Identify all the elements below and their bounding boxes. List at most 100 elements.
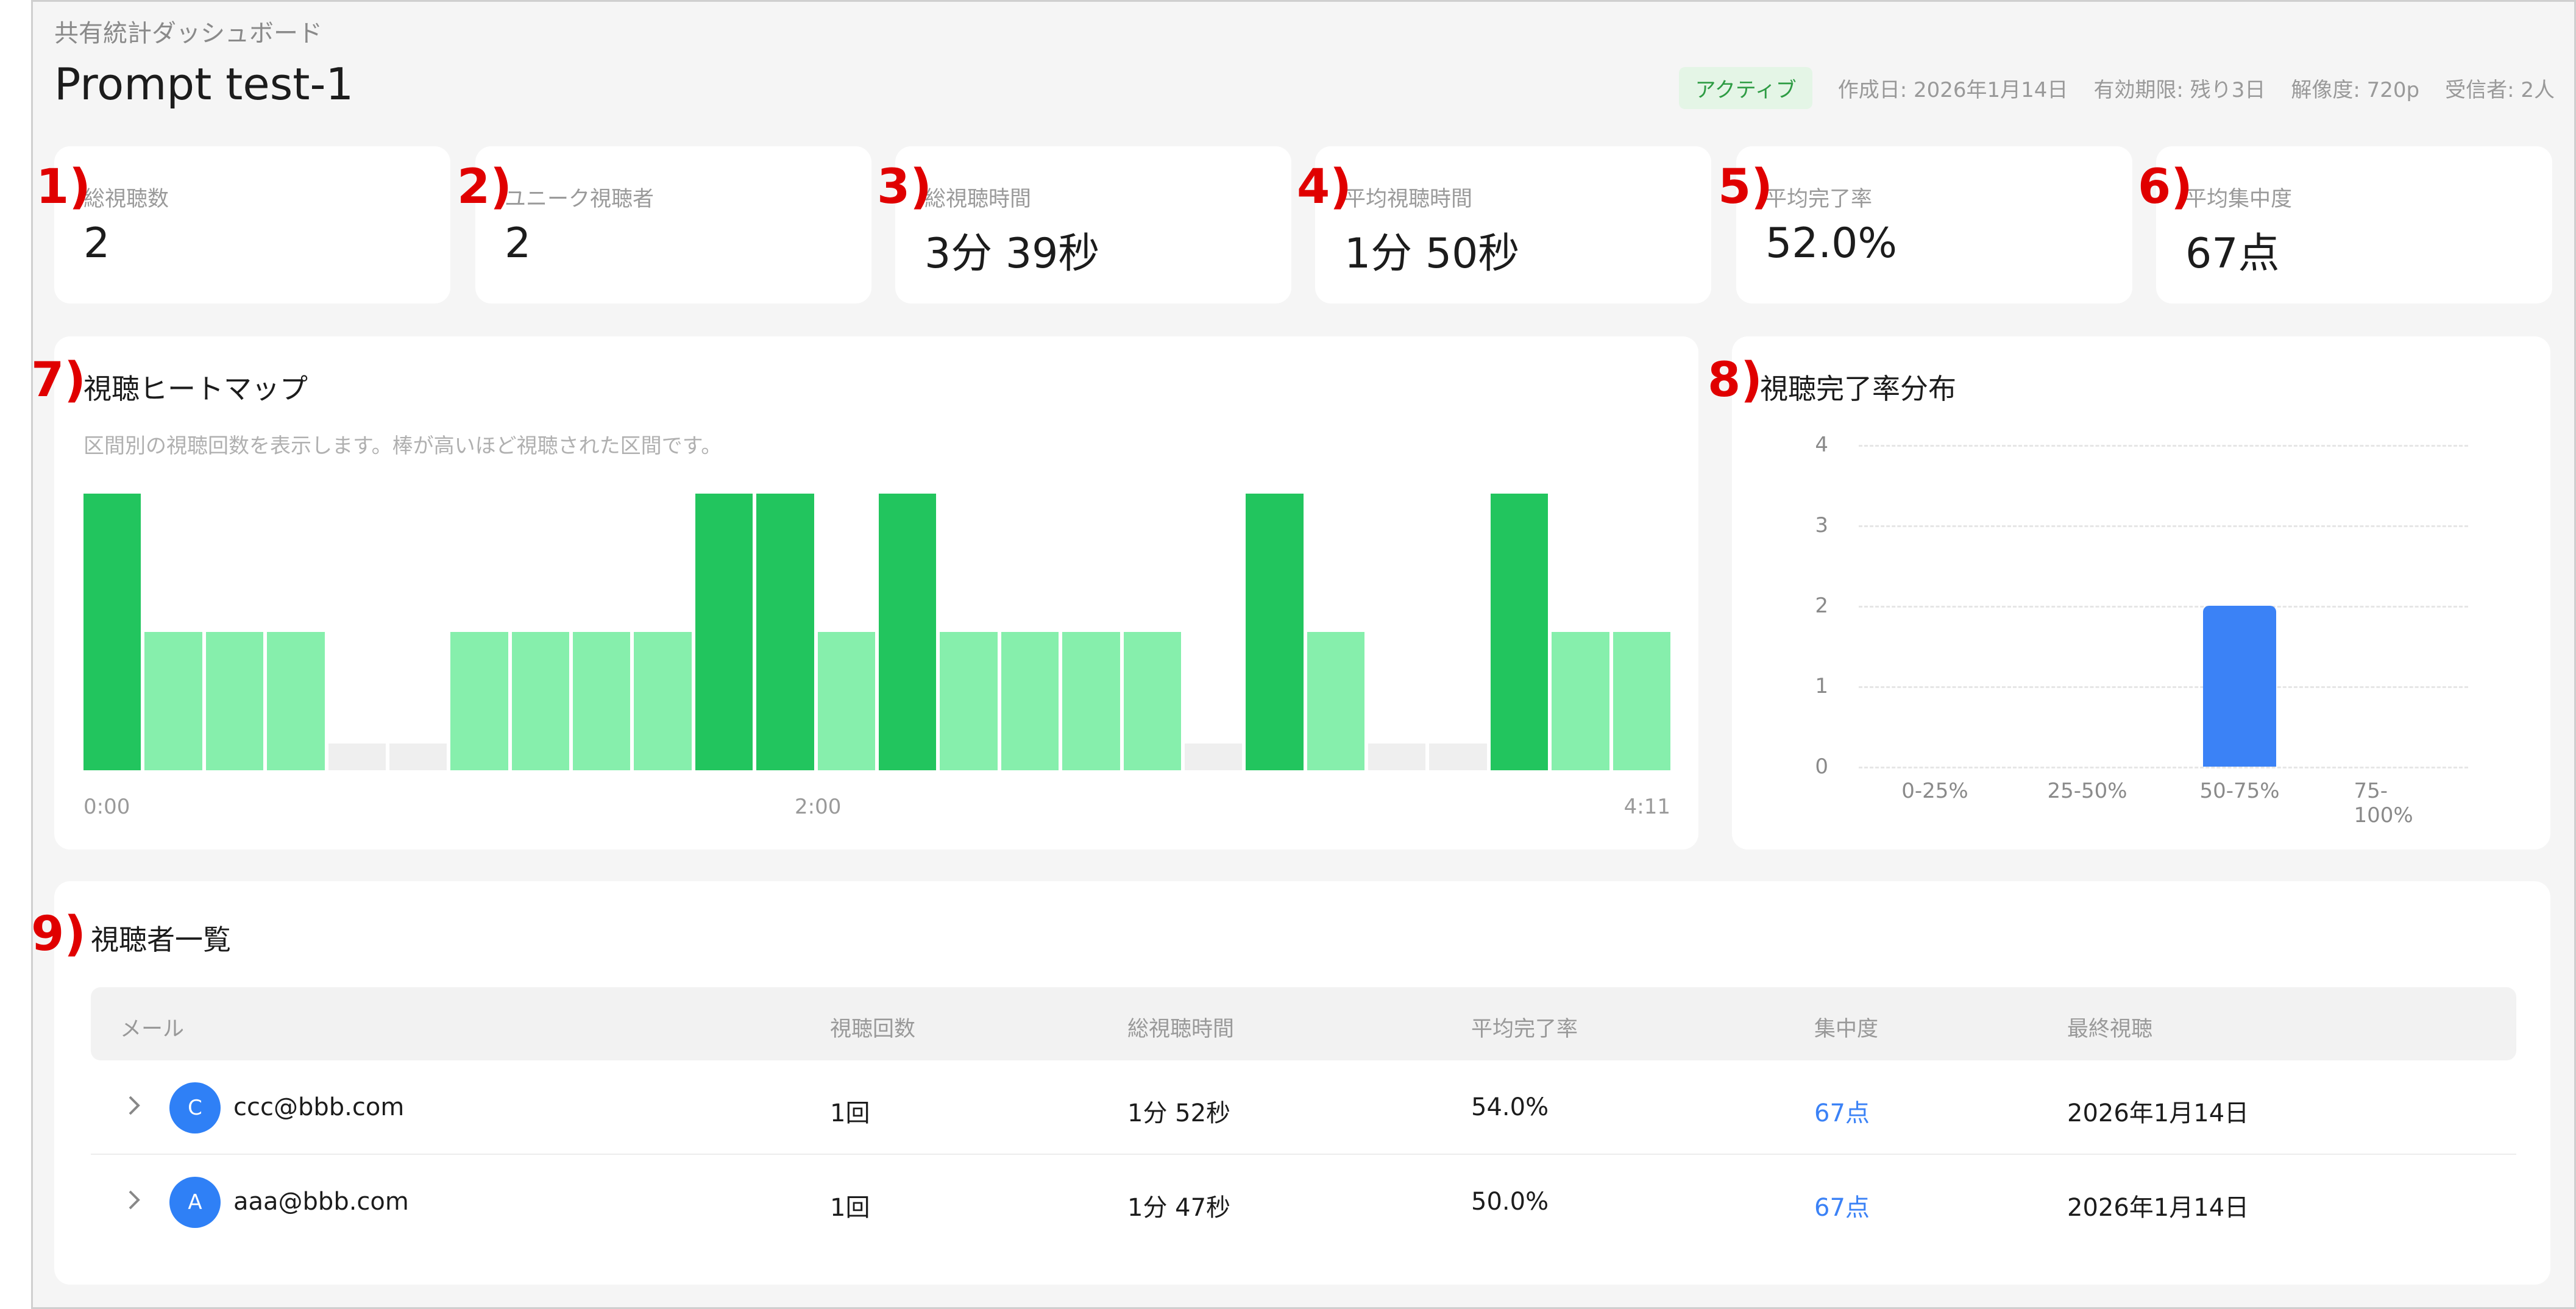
stat-value: 67点 <box>2185 230 2280 278</box>
heatmap-segment[interactable] <box>879 494 937 770</box>
distribution-bar[interactable] <box>2203 606 2276 767</box>
heatmap-segment[interactable] <box>1429 743 1487 770</box>
created-date: 作成日: 2026年1月14日 <box>1837 78 2068 102</box>
heatmap-segment[interactable] <box>756 494 814 770</box>
viewer-list-marker: 9) <box>31 907 86 962</box>
grid-line <box>1859 445 2468 447</box>
stat-marker: 6) <box>2138 160 2193 215</box>
share-meta: アクティブ 作成日: 2026年1月14日 有効期限: 残り3日 解像度: 72… <box>1679 67 2555 109</box>
stat-label: 総視聴時間 <box>924 187 1032 211</box>
chevron-right-icon[interactable] <box>126 1093 142 1120</box>
stat-value: 2 <box>83 219 110 268</box>
cell-views: 1回 <box>830 1099 870 1127</box>
heatmap-segment[interactable] <box>817 632 875 770</box>
distribution-plot: 0-25% 25-50% 50-75% 75-100% <box>1859 445 2468 828</box>
y-tick-label: 1 <box>1815 674 1828 698</box>
cell-total-time: 1分 47秒 <box>1127 1194 1231 1222</box>
heatmap-segment[interactable] <box>389 743 447 770</box>
stat-marker: 1) <box>36 160 91 215</box>
heatmap-description: 区間別の視聴回数を表示します。棒が高いほど視聴された区間です。 <box>83 434 722 458</box>
col-email: メール <box>120 1017 185 1041</box>
y-tick-label: 3 <box>1815 513 1828 537</box>
y-tick-label: 0 <box>1815 754 1828 779</box>
avatar: A <box>169 1177 221 1228</box>
heatmap-segment[interactable] <box>573 632 631 770</box>
chevron-right-icon[interactable] <box>126 1188 142 1215</box>
heatmap-segment[interactable] <box>1062 632 1120 770</box>
cell-email: ccc@bbb.com <box>233 1093 405 1121</box>
heatmap-segment[interactable] <box>940 632 998 770</box>
heatmap-bars <box>83 494 1670 770</box>
col-completion: 平均完了率 <box>1471 1017 1578 1041</box>
cell-total-time: 1分 52秒 <box>1127 1099 1231 1127</box>
stat-label: ユニーク視聴者 <box>505 187 655 211</box>
cell-last-viewed: 2026年1月14日 <box>2067 1194 2249 1222</box>
stat-card: 平均完了率 52.0% <box>1736 146 2132 303</box>
heatmap-segment[interactable] <box>1123 632 1181 770</box>
heatmap-segment[interactable] <box>511 632 570 770</box>
heatmap-marker: 7) <box>31 353 86 408</box>
stat-label: 平均集中度 <box>2185 187 2293 211</box>
x-category-label: 25-50% <box>2047 779 2127 803</box>
y-tick-label: 2 <box>1815 594 1828 618</box>
stat-label: 総視聴数 <box>83 187 169 211</box>
page-title: Prompt test-1 <box>54 59 354 110</box>
stat-value: 1分 50秒 <box>1344 230 1520 278</box>
heatmap-segment[interactable] <box>1368 743 1426 770</box>
status-badge: アクティブ <box>1679 67 1812 109</box>
grid-line <box>1859 767 2468 768</box>
cell-email: aaa@bbb.com <box>233 1188 409 1216</box>
col-focus: 集中度 <box>1814 1017 1879 1041</box>
viewer-list-title: 視聴者一覧 <box>91 923 231 956</box>
heatmap-segment[interactable] <box>1001 632 1059 770</box>
heatmap-segment[interactable] <box>267 632 325 770</box>
stat-card: 平均集中度 67点 <box>2156 146 2552 303</box>
cell-focus: 67点 <box>1814 1194 1870 1222</box>
stat-label: 平均視聴時間 <box>1344 187 1473 211</box>
heatmap-card: 視聴ヒートマップ 区間別の視聴回数を表示します。棒が高いほど視聴された区間です。… <box>54 336 1698 850</box>
col-total-time: 総視聴時間 <box>1127 1017 1235 1041</box>
cell-views: 1回 <box>830 1194 870 1222</box>
cell-completion: 54.0% <box>1471 1093 1549 1121</box>
heatmap-segment[interactable] <box>144 632 202 770</box>
heatmap-segment[interactable] <box>1307 632 1365 770</box>
stat-value: 3分 39秒 <box>924 230 1100 278</box>
heatmap-segment[interactable] <box>1184 743 1243 770</box>
cell-focus: 67点 <box>1814 1099 1870 1127</box>
heatmap-x-start: 0:00 <box>83 795 130 819</box>
heatmap-segment[interactable] <box>695 494 753 770</box>
y-tick-label: 4 <box>1815 433 1828 457</box>
heatmap-title: 視聴ヒートマップ <box>83 372 308 405</box>
stat-card: ユニーク視聴者 2 <box>475 146 871 303</box>
heatmap-segment[interactable] <box>450 632 508 770</box>
cell-completion: 50.0% <box>1471 1188 1549 1216</box>
expiry-info: 有効期限: 残り3日 <box>2093 78 2266 102</box>
heatmap-segment[interactable] <box>1613 632 1670 770</box>
grid-line <box>1859 686 2468 688</box>
heatmap-segment[interactable] <box>1490 494 1549 770</box>
stat-value: 2 <box>505 219 531 268</box>
heatmap-segment[interactable] <box>83 494 141 770</box>
col-last-viewed: 最終視聴 <box>2067 1017 2153 1041</box>
stat-card: 総視聴時間 3分 39秒 <box>895 146 1291 303</box>
heatmap-segment[interactable] <box>205 632 264 770</box>
heatmap-segment[interactable] <box>634 632 692 770</box>
heatmap-x-mid: 2:00 <box>795 795 842 819</box>
stat-marker: 4) <box>1297 160 1352 215</box>
heatmap-segment[interactable] <box>1246 494 1304 770</box>
breadcrumb: 共有統計ダッシュボード <box>54 20 322 48</box>
stat-card: 総視聴数 2 <box>54 146 450 303</box>
x-category-label: 75-100% <box>2354 779 2413 828</box>
grid-line <box>1859 606 2468 608</box>
avatar: C <box>169 1082 221 1133</box>
completion-distribution-card: 視聴完了率分布 0 1 2 3 4 0-25% 25-50% 50-75% 75-100% <box>1732 336 2550 850</box>
heatmap-segment[interactable] <box>328 743 386 770</box>
stat-marker: 2) <box>457 160 512 215</box>
heatmap-segment[interactable] <box>1552 632 1609 770</box>
stat-label: 平均完了率 <box>1765 187 1873 211</box>
